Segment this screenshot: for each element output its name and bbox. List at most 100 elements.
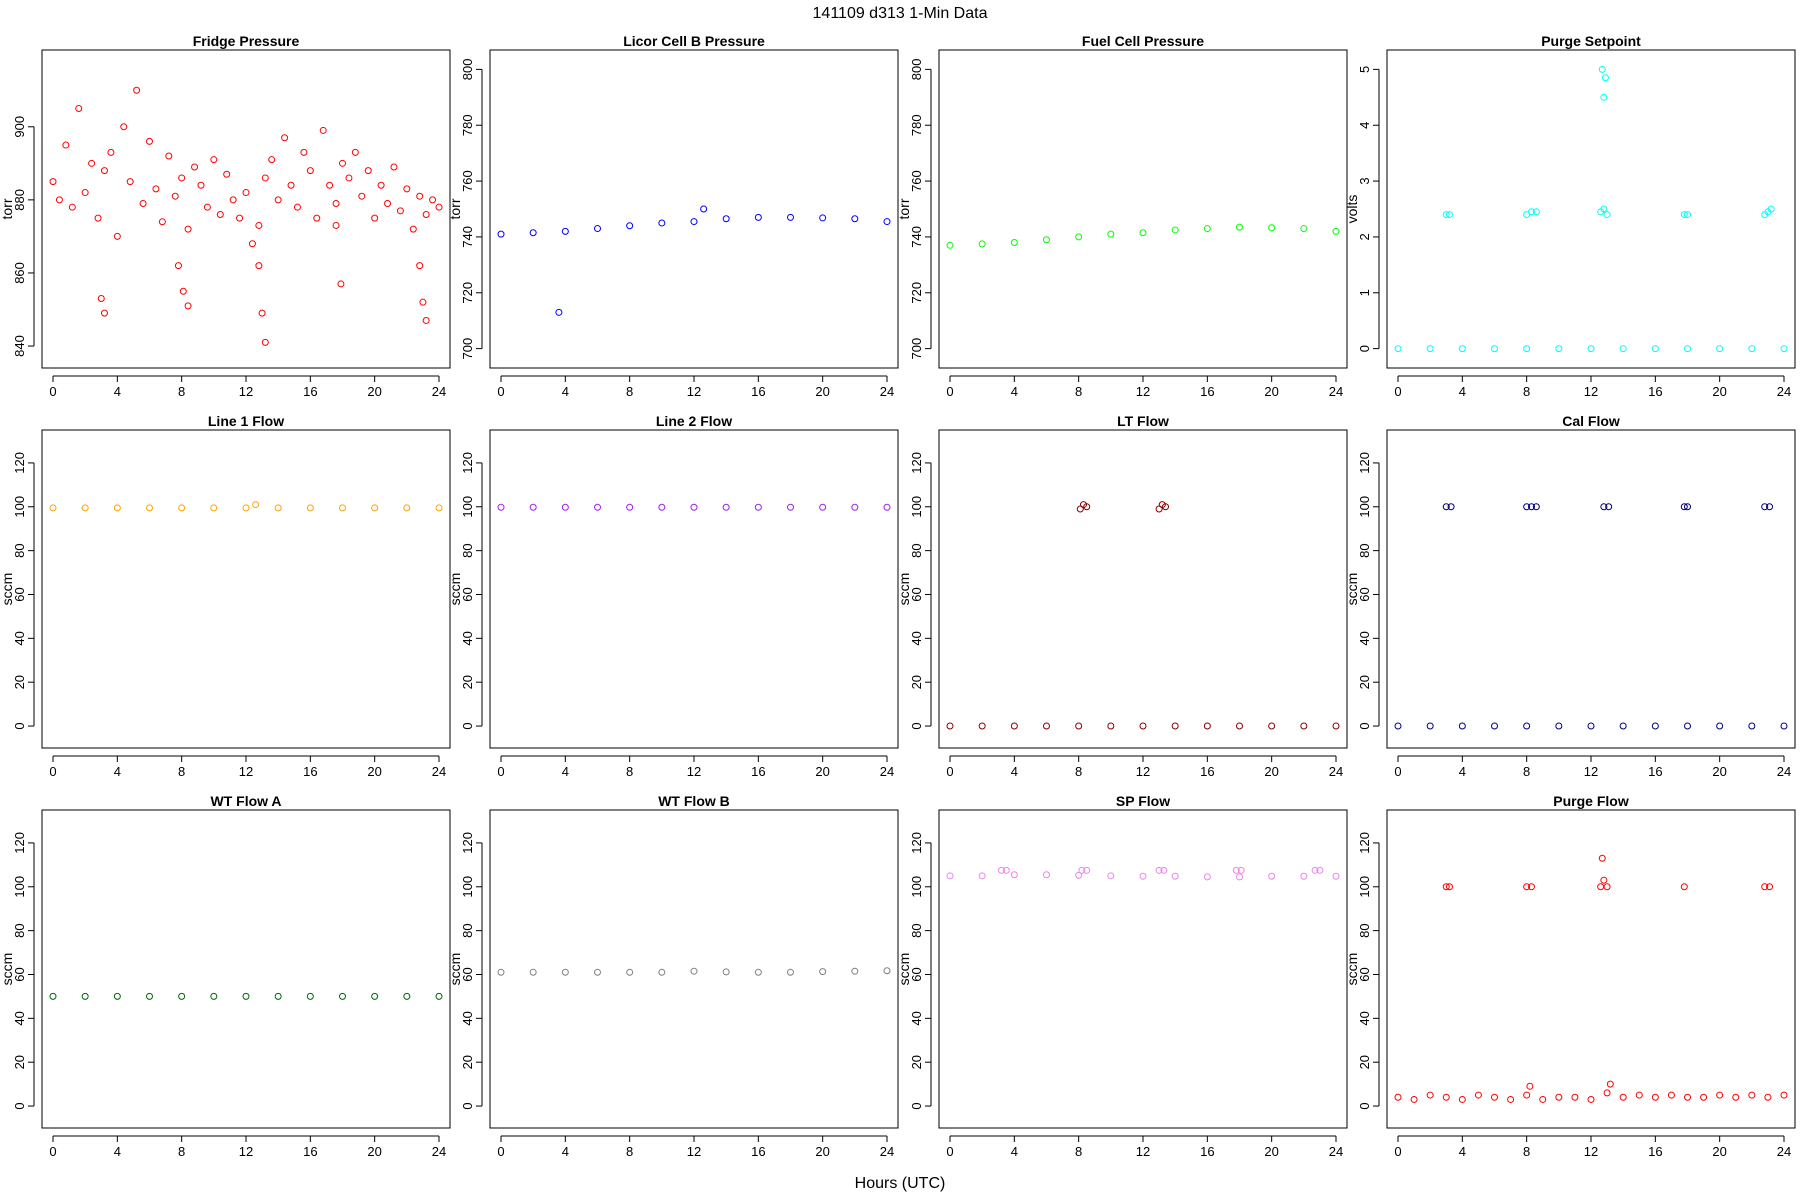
- y-tick-label: 80: [1357, 923, 1372, 937]
- y-axis-label: torr: [896, 198, 912, 219]
- data-point: [1316, 866, 1324, 874]
- data-point: [1684, 1093, 1691, 1101]
- y-tick-label: 720: [909, 282, 924, 304]
- y-tick-label: 60: [12, 967, 27, 981]
- data-point: [1458, 722, 1466, 730]
- y-tick-label: 100: [909, 496, 924, 518]
- data-point: [81, 504, 89, 512]
- panel-title: WT Flow A: [210, 793, 281, 809]
- data-point: [1002, 866, 1010, 874]
- x-tick-label: 0: [1394, 764, 1401, 779]
- data-point: [1523, 722, 1531, 730]
- data-point: [1332, 227, 1340, 235]
- data-point: [497, 230, 505, 238]
- y-tick-label: 40: [1357, 631, 1372, 645]
- x-tick-label: 8: [178, 1144, 185, 1159]
- data-point: [326, 181, 334, 189]
- data-point: [377, 181, 385, 189]
- x-tick-label: 20: [815, 764, 829, 779]
- x-tick-label: 12: [687, 1144, 701, 1159]
- data-point: [978, 872, 986, 880]
- data-point: [274, 504, 282, 512]
- data-point: [435, 992, 443, 1000]
- x-tick-label: 16: [303, 764, 317, 779]
- data-point: [1780, 1091, 1788, 1099]
- y-tick-label: 880: [12, 189, 27, 211]
- data-point: [787, 968, 794, 976]
- data-point: [223, 170, 231, 178]
- data-point: [1532, 208, 1540, 216]
- y-tick-label: 0: [909, 722, 924, 729]
- data-point: [216, 210, 224, 218]
- data-point: [210, 156, 218, 164]
- data-point: [1716, 722, 1724, 730]
- data-point: [1043, 871, 1050, 879]
- data-point: [126, 178, 134, 186]
- plot-frame: [938, 809, 1348, 1129]
- data-point: [332, 200, 340, 208]
- x-tick-label: 20: [1712, 384, 1726, 399]
- data-point: [364, 167, 372, 175]
- data-point: [171, 192, 179, 200]
- y-tick-label: 5: [1357, 66, 1372, 73]
- data-point: [358, 192, 366, 200]
- panel-title: Line 2 Flow: [656, 413, 732, 429]
- data-point: [174, 262, 182, 270]
- x-tick-label: 0: [49, 1144, 56, 1159]
- x-tick-label: 24: [880, 384, 894, 399]
- data-point: [416, 262, 424, 270]
- data-point: [287, 181, 295, 189]
- data-point: [1527, 883, 1535, 891]
- x-tick-label: 12: [687, 764, 701, 779]
- data-point: [1442, 883, 1450, 891]
- data-point: [146, 137, 153, 145]
- data-point: [300, 148, 308, 156]
- data-point: [1748, 1091, 1756, 1099]
- chart-panel: Line 2 Flow sccm 0 4 8 12 16 20 24 0 20 40 60 80 100 12…: [447, 413, 899, 779]
- x-tick-label: 4: [562, 764, 569, 779]
- data-point: [561, 968, 569, 976]
- data-point: [851, 215, 859, 223]
- data-point: [722, 968, 730, 976]
- data-point: [1075, 871, 1083, 879]
- x-tick-label: 12: [239, 384, 253, 399]
- data-point: [62, 141, 70, 149]
- y-tick-label: 4: [1357, 122, 1372, 129]
- data-point: [1043, 722, 1050, 730]
- data-point: [261, 174, 269, 182]
- panel-title: Fuel Cell Pressure: [1082, 33, 1204, 49]
- data-point: [281, 134, 289, 142]
- data-point: [184, 302, 192, 310]
- x-tick-label: 8: [178, 384, 185, 399]
- data-point: [1426, 345, 1434, 353]
- y-tick-label: 100: [460, 496, 475, 518]
- y-tick-label: 100: [12, 876, 27, 898]
- data-point: [626, 503, 634, 511]
- data-point: [113, 504, 121, 512]
- x-tick-label: 12: [1584, 1144, 1598, 1159]
- x-tick-label: 24: [1329, 764, 1343, 779]
- plot-frame: [1386, 429, 1796, 749]
- data-point: [529, 503, 537, 511]
- data-point: [690, 967, 698, 975]
- y-tick-label: 20: [460, 675, 475, 689]
- data-point: [1268, 224, 1276, 232]
- data-point: [1601, 74, 1609, 82]
- panel-title: Purge Flow: [1553, 793, 1629, 809]
- data-point: [229, 196, 237, 204]
- data-point: [1107, 230, 1115, 238]
- data-point: [274, 196, 282, 204]
- data-point: [1394, 345, 1402, 353]
- data-point: [435, 504, 443, 512]
- y-axis-label: sccm: [1344, 953, 1360, 986]
- x-tick-label: 4: [1459, 1144, 1466, 1159]
- data-point: [371, 504, 379, 512]
- panel-title: Purge Setpoint: [1541, 33, 1641, 49]
- x-tick-label: 8: [626, 764, 633, 779]
- data-point: [722, 215, 730, 223]
- x-tick-label: 24: [1777, 1144, 1791, 1159]
- chart-panel: Licor Cell B Pressure torr 0 4 8 12 16 20 24 700 7…: [447, 33, 899, 399]
- data-point: [1532, 503, 1540, 511]
- chart-panel: Fuel Cell Pressure torr 0 4 8 12 16 20 24 700 720 7…: [896, 33, 1348, 399]
